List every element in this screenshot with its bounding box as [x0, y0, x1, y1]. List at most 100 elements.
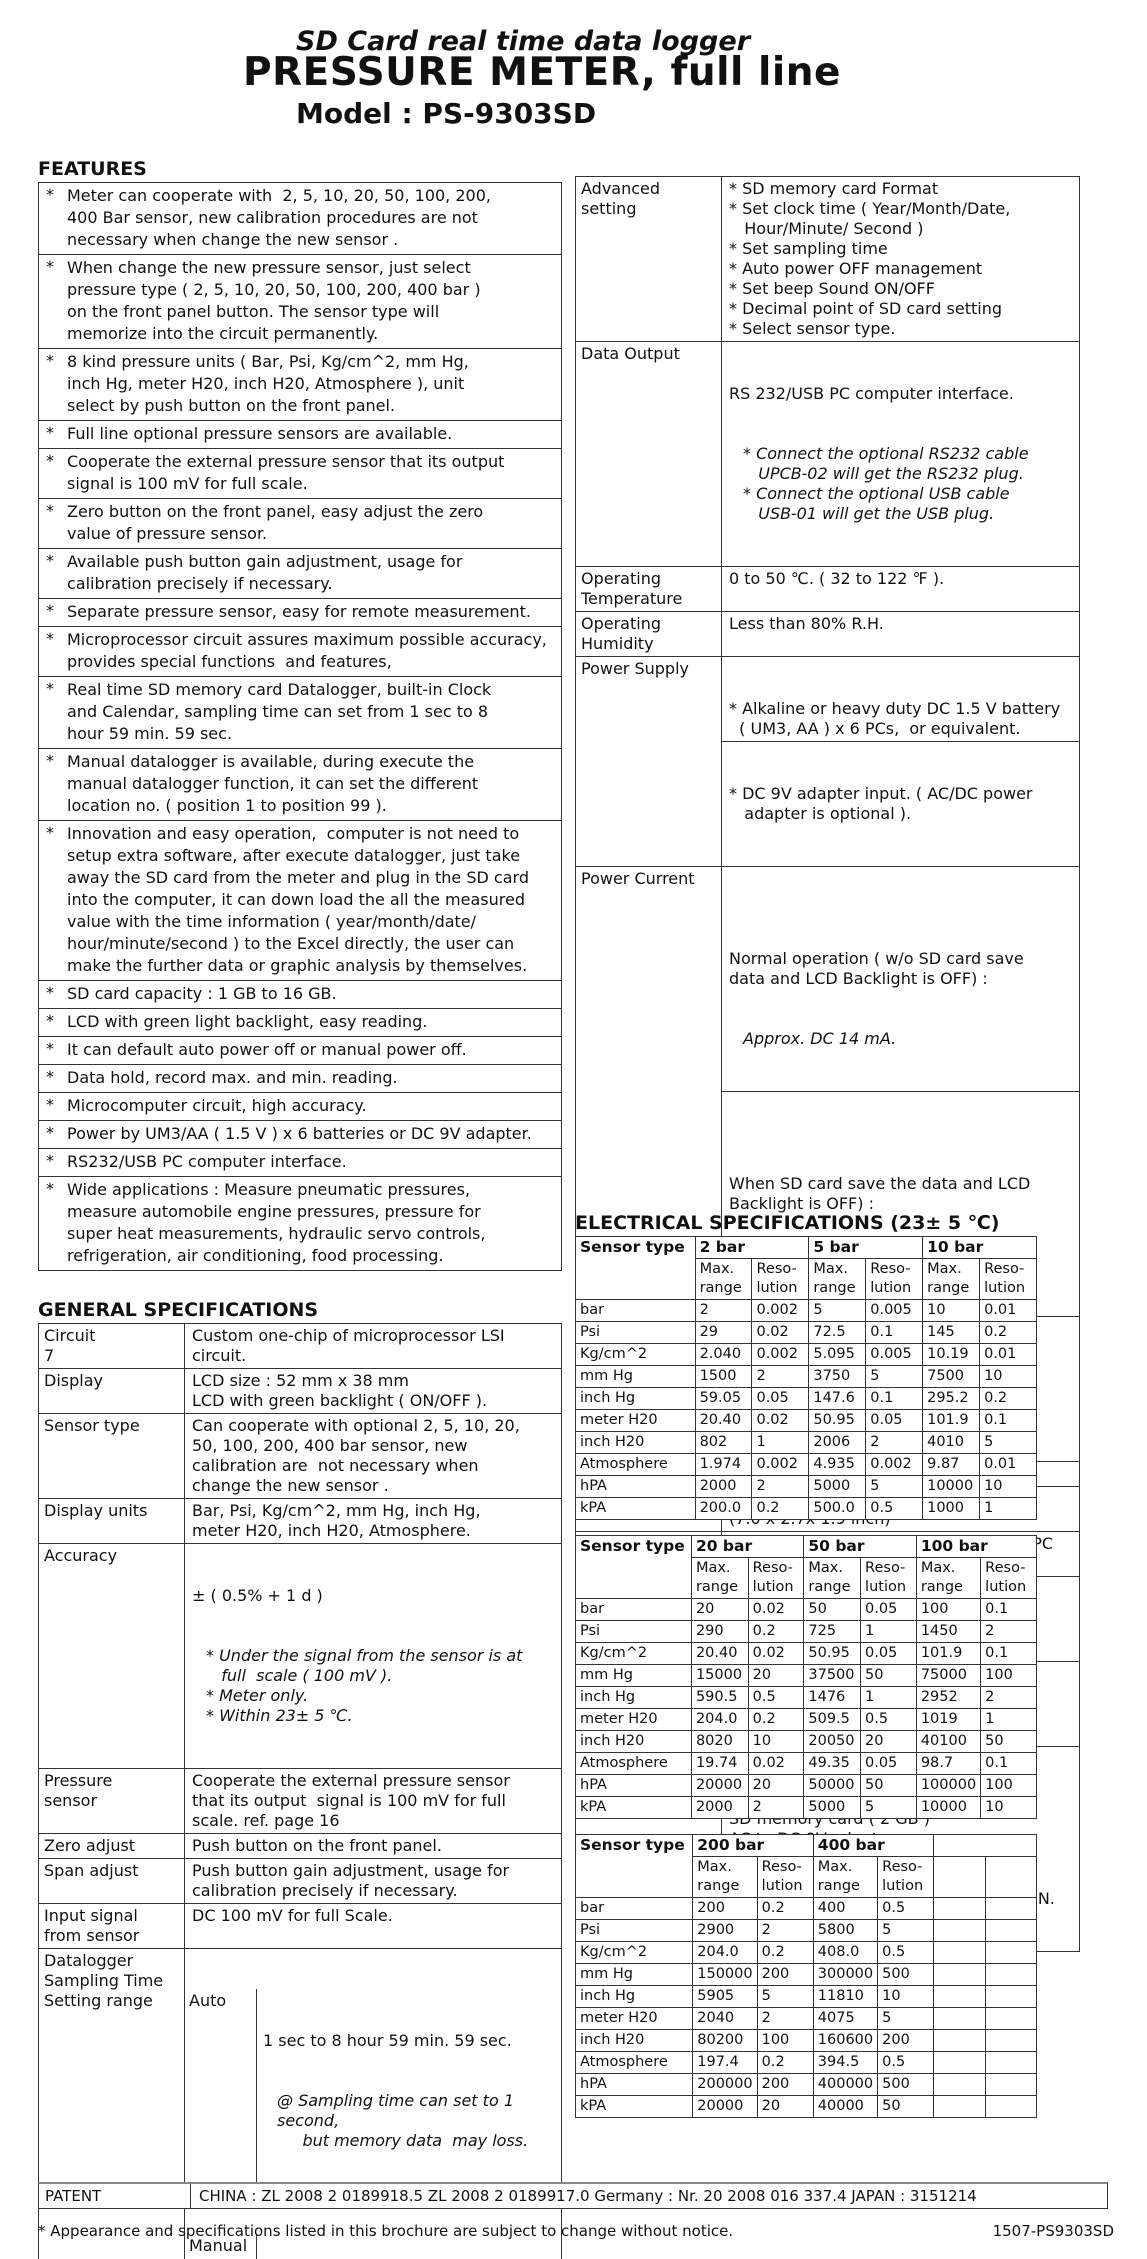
value-cell: 0.2: [751, 1497, 810, 1520]
datalogger-auto-row: Auto 1 sec to 8 hour 59 min. 59 sec. @ S…: [185, 1989, 561, 2194]
feature-bullet: *: [46, 601, 54, 620]
feature-item: * Full line optional pressure sensors ar…: [39, 421, 561, 449]
feature-text: RS232/USB PC computer interface.: [67, 1152, 347, 1171]
subheader-row: Max. range Reso- lution Max. range Reso-…: [576, 1856, 1038, 1898]
value-cell: 40100: [915, 1730, 982, 1753]
spec-row-operating-humidity: Operating Humidity Less than 80% R.H.: [576, 612, 1079, 657]
value-cell: 0.5: [860, 1708, 917, 1731]
spec-value: Auto 1 sec to 8 hour 59 min. 59 sec. @ S…: [185, 1949, 561, 2259]
feature-text: Full line optional pressure sensors are …: [67, 424, 453, 443]
value-cell: 0.1: [865, 1321, 924, 1344]
value-cell: 72.5: [808, 1321, 867, 1344]
value-cell: 50: [980, 1730, 1037, 1753]
value-cell: 20.40: [694, 1409, 753, 1432]
unit-cell: mm Hg: [574, 1963, 694, 1986]
value-cell: 0.01: [979, 1343, 1037, 1366]
value-cell: 20: [756, 2095, 814, 2118]
group-header-row: Sensor type 20 bar 50 bar 100 bar: [575, 1535, 1038, 1599]
spec-label: Operating Humidity: [576, 612, 722, 656]
value-cell: 0.002: [751, 1299, 810, 1322]
spec-label: Pressure sensor: [39, 1769, 185, 1833]
spec-value: Push button gain adjustment, usage for c…: [192, 1861, 510, 1900]
feature-text: It can default auto power off or manual …: [67, 1040, 467, 1059]
empty-cell: [984, 1856, 1038, 1898]
value-cell: 10: [980, 1796, 1037, 1819]
feature-item: * Innovation and easy operation, compute…: [39, 821, 561, 981]
spec-value: * Alkaline or heavy duty DC 1.5 V batter…: [722, 657, 1079, 866]
value-cell: 0.5: [877, 1941, 935, 1964]
feature-text: Microcomputer circuit, high accuracy.: [67, 1096, 367, 1115]
resolution-header: Reso- lution: [979, 1258, 1037, 1300]
value-cell: 3750: [808, 1365, 867, 1388]
empty-cell: [933, 1941, 986, 1964]
table-row: Psi 290 0.2 725 1 1450 2: [575, 1620, 1037, 1643]
value-cell: 0.2: [747, 1620, 805, 1643]
unit-cell: inch H20: [575, 1730, 692, 1753]
value-cell: 50000: [803, 1774, 862, 1797]
value-cell: 0.2: [756, 1897, 814, 1920]
value-cell: 145: [922, 1321, 981, 1344]
value-cell: 2006: [808, 1431, 867, 1454]
electrical-specs-section: ELECTRICAL SPECIFICATIONS (23± 5 ℃) Sens…: [574, 1212, 1041, 2133]
power-supply-adapter: * DC 9V adapter input. ( AC/DC power ada…: [729, 784, 1033, 823]
page-title: PRESSURE METER, full line: [243, 50, 841, 95]
spec-label: Accuracy: [39, 1544, 185, 1768]
value-cell: 802: [694, 1431, 753, 1454]
table-row: mm Hg 1500 2 3750 5 7500 10: [575, 1365, 1037, 1388]
value-cell: 20: [860, 1730, 917, 1753]
group-header: 50 bar: [803, 1535, 917, 1558]
unit-cell: inch Hg: [575, 1387, 696, 1410]
unit-cell: meter H20: [575, 1409, 696, 1432]
value-cell: 0.02: [747, 1598, 805, 1621]
spec-label: Data Output: [576, 342, 722, 566]
spec-value: * SD memory card Format * Set clock time…: [729, 179, 1011, 338]
resolution-header: Reso- lution: [756, 1856, 814, 1898]
feature-bullet: *: [46, 1011, 54, 1030]
spec-value: RS 232/USB PC computer interface. * Conn…: [722, 342, 1079, 566]
spec-label: Span adjust: [39, 1859, 185, 1903]
accuracy-value: ± ( 0.5% + 1 d ): [192, 1586, 323, 1605]
empty-cell: [933, 2073, 986, 2096]
spec-row-power-supply: Power Supply * Alkaline or heavy duty DC…: [576, 657, 1079, 867]
resolution-header: Reso- lution: [980, 1557, 1037, 1599]
empty-cell: [933, 2051, 986, 2074]
value-cell: 19.74: [690, 1752, 749, 1775]
value-cell: 200000: [692, 2073, 758, 2096]
table-row: inch H20 802 1 2006 2 4010 5: [575, 1431, 1037, 1454]
value-cell: 100: [980, 1774, 1037, 1797]
value-cell: 20: [747, 1664, 805, 1687]
value-cell: 295.2: [922, 1387, 981, 1410]
unit-cell: meter H20: [575, 1708, 692, 1731]
value-cell: 5: [808, 1299, 867, 1322]
value-cell: 5: [877, 2007, 935, 2030]
table-row: Kg/cm^2 204.0 0.2 408.0 0.5: [574, 1941, 1038, 1964]
table-row: meter H20 2040 2 4075 5: [574, 2007, 1038, 2030]
feature-item: * Wide applications : Measure pneumatic …: [39, 1177, 561, 1270]
feature-item: * 8 kind pressure units ( Bar, Psi, Kg/c…: [39, 349, 561, 421]
unit-cell: kPA: [574, 2095, 694, 2118]
table-row: bar 200 0.2 400 0.5: [574, 1897, 1038, 1920]
datalogger-auto-note: @ Sampling time can set to 1 second, but…: [277, 2091, 529, 2150]
feature-text: Wide applications : Measure pneumatic pr…: [67, 1180, 486, 1265]
empty-cell: [984, 1941, 1038, 1964]
table-row: inch Hg 590.5 0.5 1476 1 2952 2: [575, 1686, 1037, 1709]
value-cell: 2: [865, 1431, 924, 1454]
value-cell: 509.5: [803, 1708, 862, 1731]
value-cell: 0.5: [877, 2051, 935, 2074]
empty-cell: [984, 1897, 1038, 1920]
feature-bullet: *: [46, 257, 54, 276]
spec-row-datalogger: Datalogger Sampling Time Setting range A…: [39, 1949, 561, 2259]
value-cell: 150000: [692, 1963, 758, 1986]
table-row: kPA 200.0 0.2 500.0 0.5 1000 1: [575, 1497, 1037, 1520]
unit-cell: meter H20: [574, 2007, 694, 2030]
feature-text: Available push button gain adjustment, u…: [67, 552, 463, 593]
value-cell: 0.02: [751, 1321, 810, 1344]
value-cell: 10000: [922, 1475, 981, 1498]
value-cell: 0.05: [865, 1409, 924, 1432]
value-cell: 1476: [803, 1686, 862, 1709]
value-cell: 2040: [692, 2007, 758, 2030]
feature-item: * Power by UM3/AA ( 1.5 V ) x 6 batterie…: [39, 1121, 561, 1149]
table-row: inch Hg 59.05 0.05 147.6 0.1 295.2 0.2: [575, 1387, 1037, 1410]
value-cell: 0.002: [751, 1453, 810, 1476]
value-cell: 1.974: [694, 1453, 753, 1476]
